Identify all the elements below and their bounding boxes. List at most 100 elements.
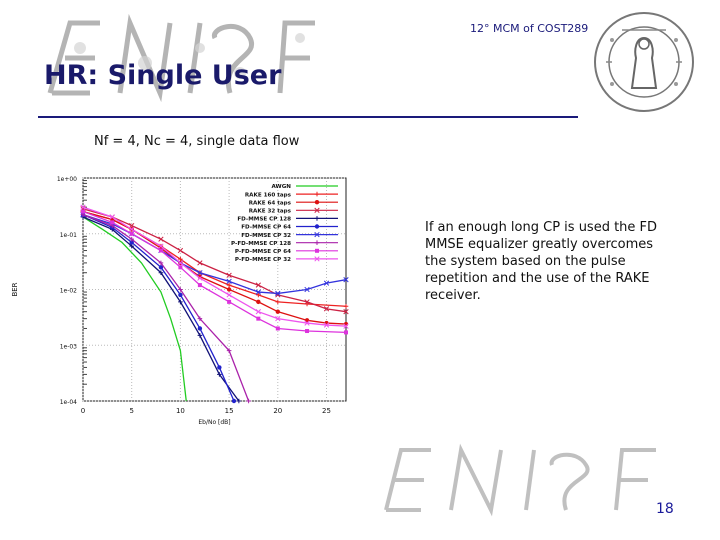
data-point (158, 265, 164, 270)
x-tick-label: 0 (81, 407, 85, 415)
legend-marker (314, 207, 320, 213)
legend-marker (314, 240, 320, 245)
data-point (304, 286, 310, 293)
data-point (226, 348, 232, 353)
data-point (217, 372, 222, 377)
legend-marker (314, 256, 320, 262)
data-point (197, 260, 203, 266)
university-logo-watermark-bottom (384, 443, 656, 517)
legend-marker (314, 200, 320, 205)
data-point (178, 292, 183, 298)
university-logo-watermark-top (47, 13, 315, 103)
data-point (110, 220, 115, 225)
data-point (236, 398, 242, 404)
y-tick-label: 1e-01 (60, 232, 77, 239)
data-point (178, 265, 183, 270)
y-tick-label: 1e-03 (60, 343, 77, 350)
data-point (109, 214, 115, 220)
data-point (255, 309, 261, 315)
legend-marker (315, 248, 319, 253)
data-point (226, 282, 232, 288)
data-point (81, 209, 85, 214)
data-point (197, 316, 203, 321)
legend-label: RAKE 160 taps (245, 192, 292, 198)
slide-description: If an enough long CP is used the FD MMSE… (425, 220, 658, 303)
data-point (197, 326, 203, 331)
series-line (82, 208, 347, 313)
x-tick-label: 10 (176, 407, 185, 415)
page-number: 18 (656, 501, 674, 517)
y-tick-label: 1e-04 (60, 399, 77, 406)
data-point (275, 290, 281, 297)
data-point (158, 248, 163, 253)
data-point (178, 287, 183, 292)
data-point (246, 398, 251, 404)
data-point (343, 309, 349, 315)
data-point (226, 287, 232, 292)
data-point (158, 243, 164, 249)
data-point (178, 299, 183, 305)
ber-chart: 0 5 10 15 20 25 1e+00 1e-01 1e-02 1e-03 1e-04 Eb/No… (11, 176, 349, 426)
legend-label: P-FD-MMSE CP 64 (235, 249, 291, 255)
data-point (226, 278, 232, 285)
data-point (343, 277, 349, 283)
y-axis-label: BER (11, 282, 19, 296)
legend-label: FD-MMSE CP 32 (241, 233, 291, 239)
legend-label: RAKE 64 taps (249, 200, 292, 206)
data-point (304, 299, 310, 305)
data-point (158, 236, 164, 242)
series-line (82, 216, 240, 402)
data-point (255, 282, 261, 288)
data-point (231, 398, 237, 404)
data-point (197, 333, 203, 338)
title-divider (38, 116, 578, 118)
legend-label: P-FD-MMSE CP 32 (235, 257, 291, 263)
data-point (343, 323, 349, 329)
data-point (275, 315, 281, 322)
data-point (197, 275, 203, 281)
data-point (343, 303, 349, 309)
data-point (323, 306, 330, 312)
data-point (129, 231, 134, 236)
data-point (323, 280, 330, 286)
data-point (275, 309, 281, 314)
x-tick-label: 25 (322, 407, 331, 415)
legend-label: FD-MMSE CP 128 (237, 217, 291, 223)
data-point (227, 299, 232, 304)
data-point (255, 289, 261, 295)
x-axis-label: Eb/No [dB] (198, 419, 230, 426)
data-point (129, 236, 135, 242)
data-point (275, 326, 280, 331)
data-point (226, 272, 232, 278)
legend-marker (314, 216, 320, 221)
slide-subtitle: Nf = 4, Nc = 4, single data flow (94, 134, 300, 149)
x-tick-label: 20 (273, 407, 282, 415)
data-point (256, 299, 261, 305)
data-point (256, 316, 261, 321)
y-tick-label: 1e-02 (60, 288, 77, 295)
data-point (256, 292, 261, 298)
data-point (158, 260, 164, 266)
data-point (129, 226, 135, 232)
x-tick-label: 15 (225, 407, 234, 415)
series-line (82, 214, 250, 402)
series-line (82, 206, 347, 327)
legend-marker (314, 191, 320, 197)
data-point (177, 260, 184, 266)
data-point (344, 330, 348, 335)
series-line (82, 216, 187, 402)
legend-marker (314, 224, 320, 229)
x-tick-label: 5 (129, 407, 133, 415)
y-tick-label: 1e+00 (57, 176, 77, 183)
data-point (305, 329, 310, 334)
legend-marker (314, 231, 320, 238)
data-point (217, 365, 222, 370)
legend-label: P-FD-MMSE CP 128 (231, 241, 291, 247)
slide-title: HR: Single User (44, 60, 282, 91)
data-point (158, 270, 164, 276)
legend-label: FD-MMSE CP 64 (241, 225, 291, 231)
data-point (129, 240, 134, 245)
data-point (323, 322, 330, 328)
data-point (197, 283, 202, 288)
conference-header: 12° MCM of COST289 (470, 22, 589, 35)
